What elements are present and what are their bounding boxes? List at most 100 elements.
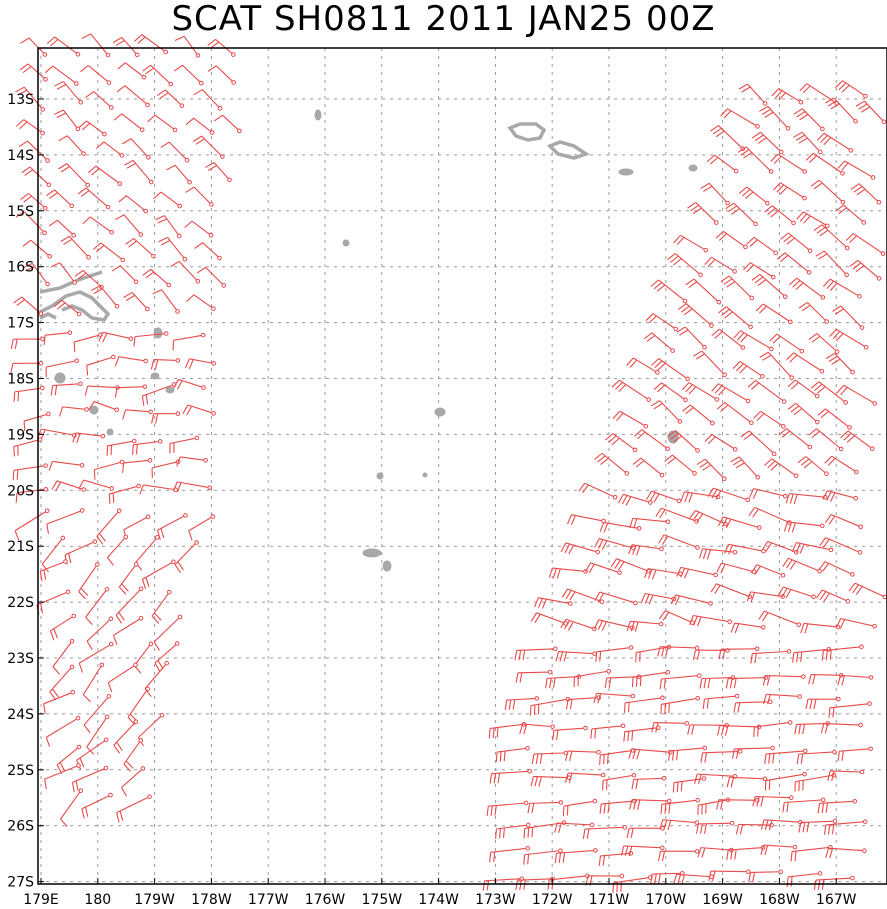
wind-barb (751, 131, 784, 155)
wind-barb (796, 211, 830, 229)
wind-barb (726, 776, 768, 788)
wind-barb (122, 409, 153, 420)
wind-barb (761, 540, 799, 555)
wind-barb (64, 539, 98, 565)
wind-barb (156, 513, 188, 540)
wind-barb (751, 273, 788, 299)
wind-barb (71, 765, 109, 793)
island-lau-3 (106, 428, 114, 436)
wind-barb (753, 410, 786, 429)
wind-barb (706, 154, 739, 174)
wind-barb (787, 402, 820, 425)
wind-barb (172, 332, 206, 351)
wind-barb (780, 232, 813, 254)
wind-barb (629, 517, 671, 529)
wind-barb (673, 234, 709, 253)
wind-barb (644, 568, 683, 580)
wind-barb (124, 159, 154, 185)
wind-barb (594, 538, 636, 551)
wind-barb (514, 646, 558, 661)
wind-barb (782, 797, 826, 813)
wind-barb (828, 701, 872, 718)
wind-barb (107, 662, 138, 693)
wind-barb (23, 411, 51, 432)
wind-barb (82, 216, 114, 235)
wind-barb (643, 332, 675, 353)
x-tick-label: 178W (191, 892, 232, 908)
wind-barb (22, 239, 52, 259)
wind-barb (753, 720, 793, 737)
x-tick-label: 180 (84, 892, 111, 908)
wind-barb (594, 591, 638, 606)
wind-barb (731, 745, 775, 759)
wind-barb (554, 848, 598, 864)
x-tick-label: 170W (646, 892, 687, 908)
wind-barb (169, 435, 200, 454)
y-tick-label: 20S (7, 483, 34, 499)
wind-barb (758, 610, 802, 627)
wind-barb (670, 594, 713, 606)
wind-barb (808, 672, 844, 685)
wind-barb (81, 33, 111, 58)
wind-barb (748, 506, 792, 525)
wind-barb (504, 696, 540, 711)
island-haapai-2 (422, 472, 428, 478)
y-tick-label: 25S (7, 763, 34, 779)
wind-barb (632, 457, 665, 478)
wind-barb (786, 871, 823, 887)
wind-barb (764, 458, 799, 479)
wind-barb (548, 567, 588, 579)
wind-barb (687, 202, 719, 225)
wind-barb (90, 285, 120, 309)
wind-barb (74, 269, 104, 290)
wind-barb (788, 277, 826, 300)
wind-barb (153, 614, 183, 651)
wind-barb (10, 336, 45, 350)
wind-barb (86, 354, 116, 376)
wind-barb (158, 236, 188, 262)
wind-barb (118, 562, 139, 595)
wind-barb (156, 89, 185, 108)
wind-barb (73, 332, 103, 353)
wind-barb (78, 479, 115, 491)
wind-barb (116, 85, 150, 108)
wind-barb (52, 638, 75, 675)
wind-barb (88, 401, 119, 413)
wind-barb (816, 132, 854, 153)
wind-barb (836, 384, 878, 406)
wind-barb (650, 279, 688, 304)
wind-barb (173, 378, 206, 390)
wind-barb (96, 508, 122, 545)
island-wallis (314, 109, 322, 121)
wind-barb (620, 845, 665, 857)
wind-barb (172, 481, 213, 493)
wind-barb (489, 768, 533, 784)
wind-barb (659, 673, 702, 690)
x-tick-label: 173W (475, 892, 516, 908)
wind-barb (738, 83, 768, 106)
tick-labels: 179E 180 179W 178W 177W 176W 175W 174W 173W 172W 1… (7, 92, 856, 908)
wind-barb (41, 535, 66, 573)
wind-barb (106, 438, 137, 456)
wind-barb (547, 873, 590, 890)
wind-barb (185, 117, 215, 135)
wind-barb (617, 493, 653, 506)
wind-barb (716, 798, 760, 810)
fiji-coastline-2 (39, 312, 57, 320)
wind-barb (794, 772, 837, 792)
wind-barb (840, 430, 875, 451)
x-tick-label: 171W (589, 892, 630, 908)
wind-barb (486, 800, 529, 817)
wind-barb (12, 463, 48, 481)
wind-barb (174, 35, 201, 58)
wind-barb (808, 428, 844, 452)
wind-barb (634, 429, 671, 452)
wind-barb (645, 490, 682, 504)
wind-barb (50, 262, 78, 285)
wind-barb (792, 647, 832, 663)
x-tick-label: 169W (702, 892, 743, 908)
wind-barb (626, 826, 665, 839)
wind-barb (151, 411, 181, 424)
wind-barb (20, 193, 48, 211)
y-tick-label: 22S (7, 595, 34, 611)
